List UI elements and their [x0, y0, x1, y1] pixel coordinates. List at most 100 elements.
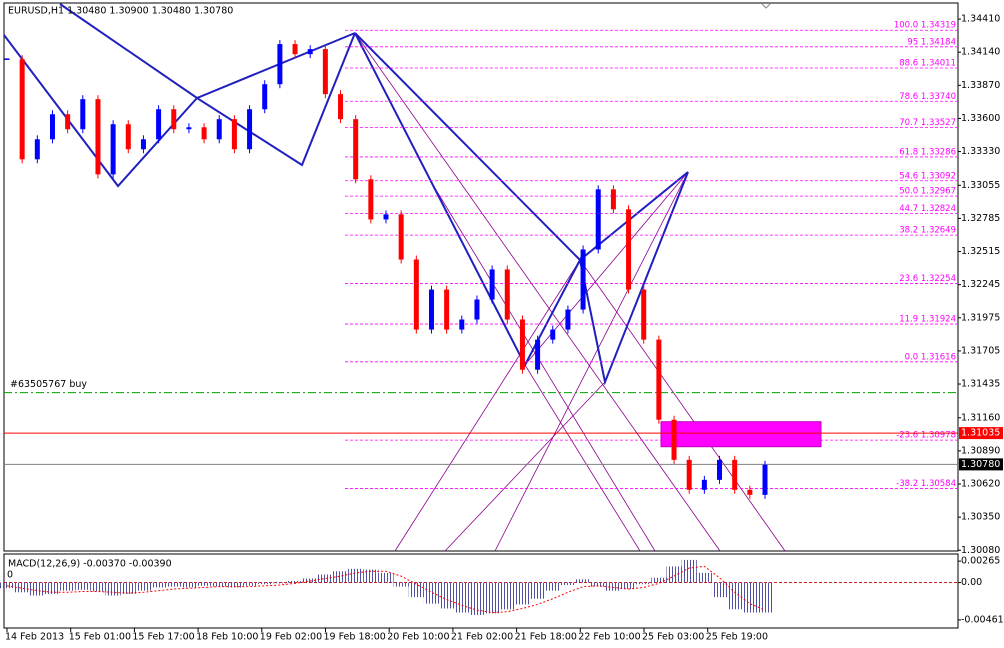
- fan-line: [394, 259, 581, 552]
- candle: [262, 84, 268, 110]
- fib-label: 23.6 1.32254: [899, 274, 956, 284]
- x-tick-label: 21 Feb 02:00: [451, 632, 513, 643]
- candle: [338, 94, 344, 120]
- y-tick-label: 1.33055: [961, 180, 1000, 191]
- macd-bar: [166, 582, 182, 587]
- x-tick-label: 25 Feb 19:00: [706, 632, 768, 643]
- macd-bar: [757, 582, 773, 613]
- candle: [171, 109, 177, 130]
- price-zone: [660, 421, 822, 448]
- macd-bar: [241, 582, 258, 586]
- macd-level-label: 0: [7, 570, 13, 581]
- y-tick-label: 1.31975: [961, 312, 1000, 323]
- y-tick-label: 1.33330: [961, 146, 1000, 157]
- macd-bar: [287, 580, 303, 583]
- fan-line: [524, 364, 641, 552]
- candle: [701, 479, 707, 490]
- x-tick-label: 15 Feb 01:00: [69, 632, 131, 643]
- bid-line-label: 1.30780: [961, 459, 1000, 470]
- candle: [428, 289, 434, 330]
- fib-label: 54.6 1.33092: [899, 171, 956, 181]
- alert-line-label: 1.31035: [961, 428, 1000, 439]
- candle: [762, 464, 768, 495]
- candle: [580, 249, 586, 310]
- macd-bar: [29, 582, 45, 596]
- candle: [519, 319, 525, 370]
- candle: [444, 289, 450, 330]
- fib-label: 88.6 1.34011: [899, 59, 956, 69]
- macd-bar: [530, 582, 546, 599]
- candle: [231, 119, 237, 150]
- zigzag-2-arms: [354, 32, 689, 262]
- y-tick-label: 1.33870: [961, 80, 1000, 91]
- candle: [292, 44, 298, 55]
- macd-bar: [135, 582, 152, 591]
- y-tick-label: 1.34410: [961, 14, 1000, 25]
- candle: [413, 259, 419, 330]
- candle: [626, 209, 632, 290]
- candle: [247, 109, 253, 150]
- fan-line: [444, 381, 606, 552]
- candle: [156, 109, 162, 140]
- alert-line-box: [959, 427, 1003, 440]
- candle: [641, 289, 647, 340]
- candle: [747, 489, 753, 495]
- candle: [95, 99, 101, 175]
- candle: [65, 114, 71, 130]
- macd-bar: [393, 582, 409, 587]
- macd-bar: [423, 582, 440, 604]
- y-tick-label: 1.33600: [961, 113, 1000, 124]
- candle: [322, 49, 328, 95]
- candle: [535, 339, 541, 370]
- macd-bar: [348, 568, 364, 583]
- candle: [610, 189, 616, 210]
- macd-bar: [681, 559, 697, 583]
- macd-bar: [44, 582, 61, 594]
- y-tick-label: 1.30080: [961, 545, 1000, 556]
- macd-bar: [120, 582, 136, 594]
- macd-bar: [590, 582, 606, 587]
- candle: [595, 189, 601, 250]
- x-tick-label: 14 Feb 2013: [5, 632, 64, 643]
- macd-bar: [575, 579, 591, 583]
- fib-label: 50.0 1.32967: [899, 187, 956, 197]
- macd-bar: [60, 582, 76, 591]
- symbol-info: EURUSD,H1 1.30480 1.30900 1.30480 1.3078…: [8, 6, 233, 17]
- macd-bar: [151, 582, 167, 588]
- candle: [277, 44, 283, 85]
- x-tick-label: 22 Feb 10:00: [578, 632, 640, 643]
- candle: [504, 269, 510, 320]
- y-tick-label: -0.00461: [961, 614, 1004, 625]
- macd-bar: [272, 582, 288, 584]
- macd-bar: [514, 582, 531, 605]
- fib-label: 70.7 1.33527: [899, 118, 956, 128]
- scroll-marker: [761, 3, 771, 9]
- candle: [565, 309, 571, 330]
- candle: [732, 459, 738, 490]
- macd-bar: [742, 582, 758, 613]
- candle: [353, 119, 359, 180]
- candle: [19, 59, 25, 160]
- candle: [186, 127, 192, 130]
- candle: [459, 319, 465, 330]
- x-tick-label: 20 Feb 10:00: [387, 632, 449, 643]
- macd-bar: [651, 577, 667, 583]
- macd-bar: [696, 572, 712, 583]
- macd-bar: [439, 582, 455, 609]
- macd-bar: [469, 582, 485, 615]
- macd-bar: [484, 582, 500, 614]
- fib-label: 100.0 1.34319: [894, 21, 956, 31]
- fib-label: 38.2 1.32649: [899, 226, 956, 236]
- fib-label: 11.9 1.31924: [899, 315, 956, 325]
- fib-label: 44.7 1.32824: [899, 204, 956, 214]
- macd-bar: [363, 569, 379, 583]
- macd-bar: [317, 574, 333, 583]
- y-tick-label: 0.00265: [961, 556, 1000, 567]
- candle: [686, 459, 692, 490]
- candle: [49, 114, 55, 140]
- macd-bar: [226, 582, 242, 588]
- x-tick-label: 19 Feb 18:00: [324, 632, 386, 643]
- macd-bar: [181, 582, 197, 588]
- macd-bar: [545, 582, 561, 591]
